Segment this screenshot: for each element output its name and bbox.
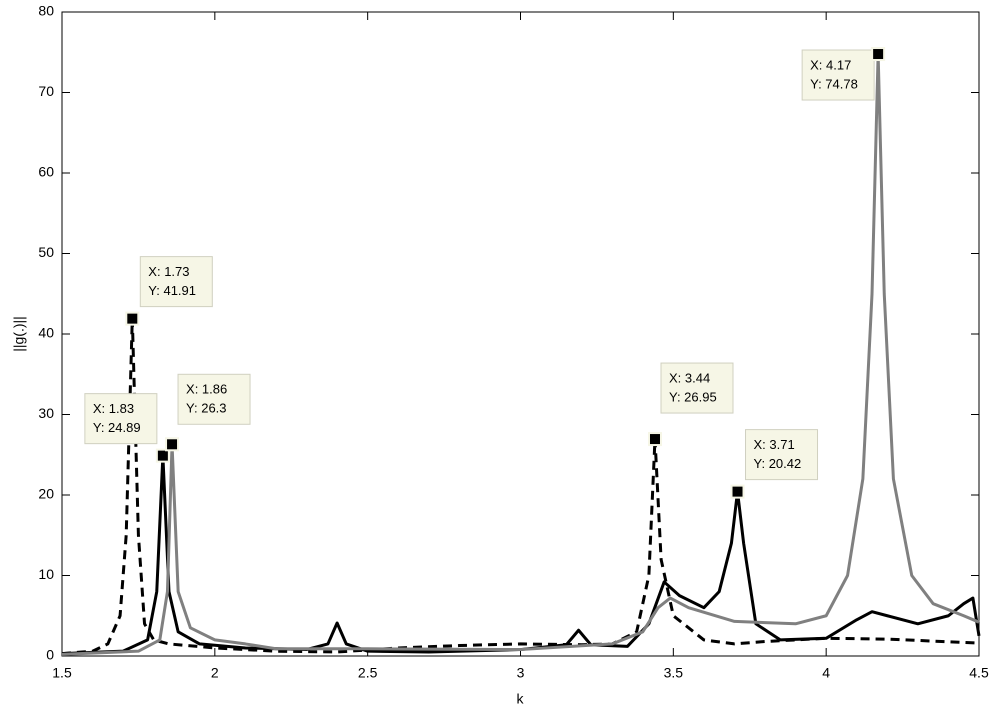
datatip-marker [647,432,662,447]
datatip: X: 1.83 Y: 24.89 [84,393,170,463]
datatip-y: Y: 41.91 [148,283,196,298]
y-tick-label: 30 [38,405,54,421]
datatip-x: X: 4.17 [810,57,851,72]
x-tick-label: 2.5 [358,665,378,681]
datatip-box [745,429,819,481]
datatip-x: X: 1.73 [148,264,189,279]
datatip: X: 3.44 Y: 26.95 [647,362,734,447]
series-line [61,317,980,656]
y-tick-label: 80 [38,3,54,19]
datatip-box [177,373,251,425]
y-tick-label: 0 [46,647,54,663]
x-tick-label: 3 [517,665,525,681]
y-tick-label: 20 [38,486,54,502]
series-line [61,454,981,656]
y-tick-label: 40 [38,325,54,341]
datatip-box [84,393,158,445]
datatip-marker [871,47,886,62]
y-axis-label: ||g(.)|| [11,316,27,352]
y-tick-label: 70 [38,83,54,99]
datatip: X: 3.71 Y: 20.42 [730,429,819,499]
datatip-marker [125,311,140,326]
datatip: X: 4.17 Y: 74.78 [801,47,886,101]
y-tick-label: 10 [38,566,54,582]
y-tick-label: 60 [38,164,54,180]
datatip-y: Y: 74.78 [810,76,858,91]
datatip-box [139,256,213,308]
datatip-box [660,362,734,414]
x-tick-label: 1.5 [52,665,72,681]
datatip-marker [155,448,170,463]
datatip: X: 1.86 Y: 26.3 [165,373,251,452]
x-tick-label: 3.5 [664,665,684,681]
datatip-marker [165,437,180,452]
datatip-y: Y: 20.42 [754,456,802,471]
plot-area [61,11,980,657]
datatip-x: X: 1.83 [93,401,134,416]
x-tick-label: 2 [211,665,219,681]
datatip-x: X: 1.86 [186,382,227,397]
datatip: X: 1.73 Y: 41.91 [125,256,213,326]
datatip-y: Y: 24.89 [93,420,141,435]
datatip-box [801,49,875,101]
datatip-y: Y: 26.3 [186,401,226,416]
series-line [61,52,980,656]
x-axis-label: k [517,691,525,707]
datatip-x: X: 3.71 [754,437,795,452]
x-tick-label: 4 [822,665,830,681]
y-tick-label: 50 [38,244,54,260]
datatip-x: X: 3.44 [669,370,710,385]
datatip-marker [730,484,745,499]
datatip-y: Y: 26.95 [669,389,717,404]
x-tick-label: 4.5 [969,665,989,681]
